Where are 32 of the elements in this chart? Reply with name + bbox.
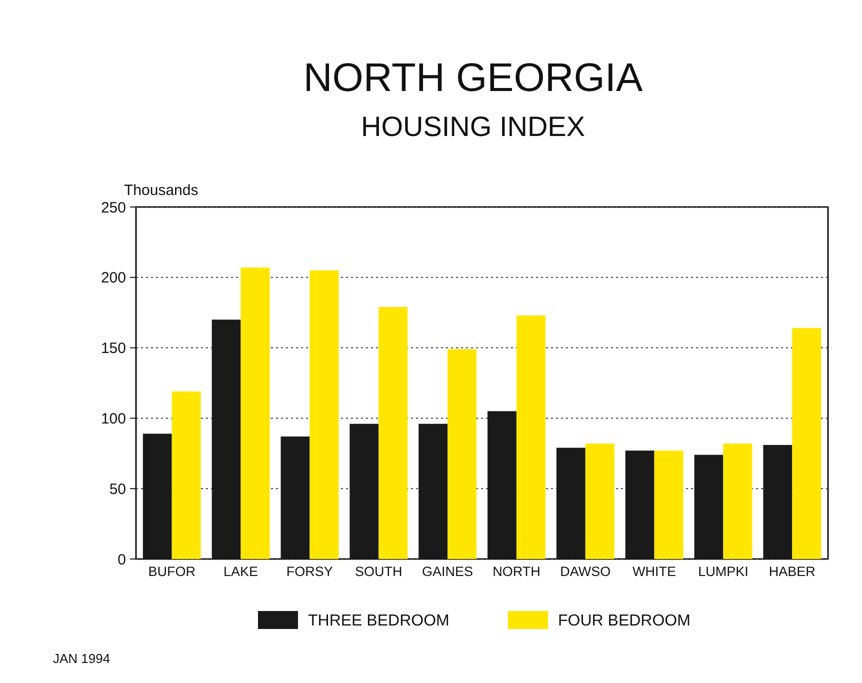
y-tick-label: 100	[100, 410, 126, 428]
bar	[310, 270, 339, 559]
bar	[378, 306, 408, 559]
x-tick-label: FORSY	[286, 564, 333, 579]
legend-label: THREE BEDROOM	[308, 612, 450, 630]
x-tick-label: DAWSO	[560, 564, 611, 579]
x-tick-label: NORTH	[492, 564, 540, 579]
bar	[448, 349, 476, 559]
y-tick-label: 250	[100, 199, 126, 216]
x-tick-label: HABER	[768, 564, 816, 579]
chart-subtitle: HOUSING INDEX	[360, 111, 586, 142]
chart-title: NORTH GEORGIA	[303, 56, 643, 100]
bar	[516, 315, 546, 559]
x-tick-label: GAINES	[422, 564, 474, 579]
x-tick-label: LUMPKI	[698, 564, 748, 579]
bar	[172, 391, 201, 559]
legend-label: FOUR BEDROOM	[558, 612, 690, 630]
y-tick-label: 50	[109, 480, 126, 498]
y-axis-title: Thousands	[124, 182, 198, 199]
bar	[654, 450, 684, 559]
x-tick-label: WHITE	[632, 564, 676, 579]
y-tick-label: 200	[100, 270, 126, 287]
text: JAN 1994	[53, 651, 110, 666]
bar	[723, 444, 752, 559]
bar	[792, 328, 822, 559]
x-tick-label: BUFOR	[148, 564, 196, 579]
bar	[240, 268, 270, 559]
x-tick-label: SOUTH	[354, 564, 402, 579]
bar	[585, 444, 614, 559]
x-tick-label: LAKE	[224, 564, 258, 579]
y-tick-label: 150	[100, 340, 126, 358]
y-tick-label: 0	[118, 551, 126, 568]
